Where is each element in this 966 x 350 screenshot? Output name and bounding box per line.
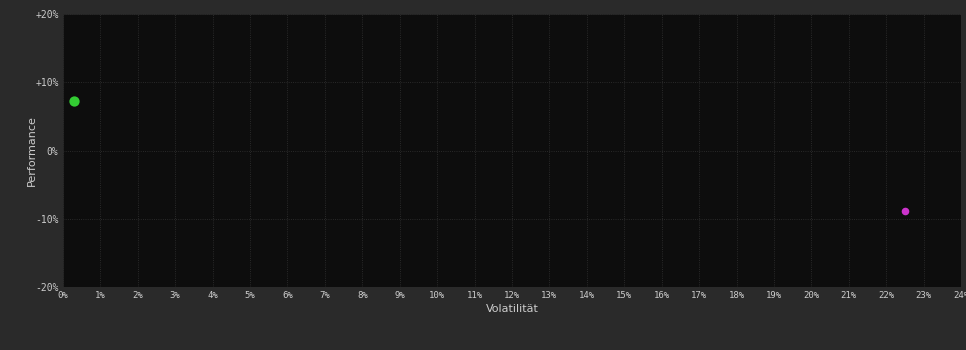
- X-axis label: Volatilität: Volatilität: [486, 304, 538, 314]
- Point: [897, 208, 913, 213]
- Point: [67, 98, 82, 104]
- Y-axis label: Performance: Performance: [27, 115, 38, 186]
